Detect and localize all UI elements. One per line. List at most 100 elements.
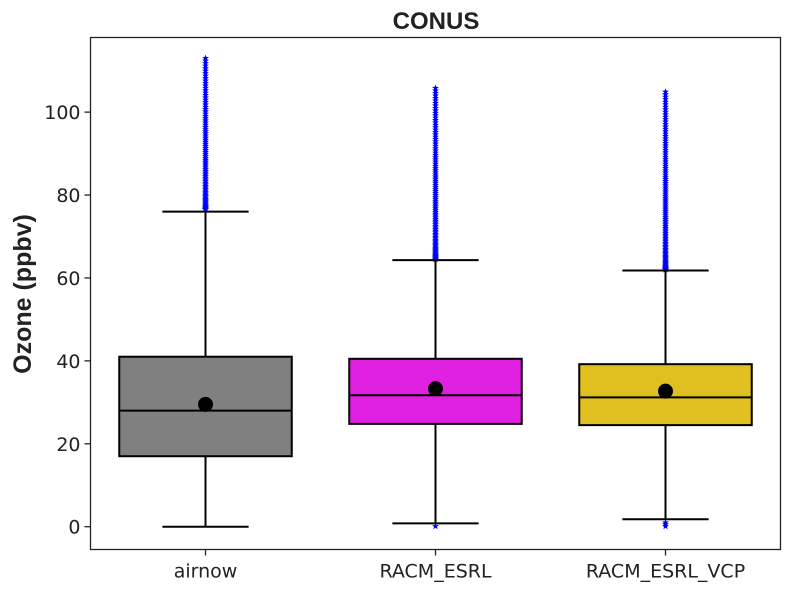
outlier-point [662,130,669,137]
outlier-point [432,128,439,136]
outlier-point [662,120,669,128]
outlier-point [202,116,209,124]
outlier-point [202,69,209,77]
outlier-point [202,140,209,148]
y-tick-label: 100 [44,102,80,124]
outlier-point [432,94,439,102]
y-tick-label: 20 [56,434,80,456]
outlier-point [432,149,439,156]
outlier-point [662,518,669,526]
outlier-point [662,105,669,113]
outlier-point [202,89,209,96]
outlier-point [432,203,439,210]
x-tick-label: airnow [174,561,238,583]
outlier-point [432,183,439,191]
outlier-point [662,211,669,219]
mean-marker [658,383,673,399]
outlier-point [202,148,209,156]
outlier-point [202,125,209,133]
outlier-point [432,97,439,104]
outlier-point [662,177,669,185]
outlier-point [432,84,439,91]
outlier-point [202,119,209,126]
outlier-point [432,119,439,126]
outlier-point [432,171,439,178]
outlier-point [662,88,669,95]
outlier-point [432,106,439,114]
outlier-point [432,168,439,176]
outlier-point [202,136,209,143]
outlier-point [662,188,669,195]
outlier-point [662,169,669,176]
outlier-point [662,522,669,530]
outlier-point [662,93,669,100]
outlier-point [432,204,439,212]
outlier-point [662,204,669,211]
outlier-point [432,146,439,154]
outlier-point [432,144,439,152]
outlier-point [202,101,209,108]
outlier-point [432,179,439,186]
outlier-point [662,196,669,203]
outlier-point [432,104,439,111]
outlier-point [662,192,669,199]
outlier-point [202,130,209,137]
outlier-point [432,89,439,97]
outlier-point [662,137,669,144]
outlier-point [202,142,209,150]
outlier-point [432,135,439,143]
outlier-point [662,155,669,163]
outlier-point [432,193,439,200]
outlier-point [432,175,439,182]
outlier-point [432,130,439,138]
outlier-point [662,175,669,183]
outlier-point [662,173,669,180]
outlier-point [662,209,669,217]
outlier-point [202,79,209,87]
outlier-point [432,197,439,204]
mean-marker [198,396,213,412]
outlier-point [432,126,439,133]
outlier-point [662,115,669,123]
outlier-point [202,156,209,163]
outlier-point [432,191,439,199]
outlier-point [662,151,669,158]
outlier-point [202,134,209,141]
outlier-point [432,158,439,165]
outlier-point [202,138,209,145]
outlier-point [432,99,439,107]
outlier-point [432,185,439,193]
outlier-point [662,164,669,172]
outlier-point [202,123,209,131]
outlier-point [662,100,669,108]
outlier-point [662,215,669,223]
outlier-point [662,186,669,193]
outlier-point [202,112,209,119]
outlier-point [432,123,439,131]
outlier-point [662,202,669,209]
outlier-point [202,121,209,128]
outlier-point [202,67,209,74]
outlier-point [662,108,669,115]
outlier-point [662,160,669,167]
outlier-point [202,86,209,94]
outlier-point [432,102,439,109]
outlier-point [202,93,209,101]
box-group-racm-esrl [348,84,523,530]
outlier-point [432,92,439,99]
outlier-point [432,137,439,145]
outlier-point [662,141,669,149]
outlier-point [202,127,209,135]
outlier-point [202,54,209,62]
outlier-point [662,184,669,191]
outlier-point [432,153,439,161]
y-tick-label: 80 [56,185,80,207]
outlier-point [662,134,669,142]
outlier-point [662,123,669,130]
outlier-point [202,150,209,158]
outlier-point [662,113,669,120]
outlier-point [202,103,209,110]
outlier-point [202,146,209,154]
outlier-point [662,95,669,103]
